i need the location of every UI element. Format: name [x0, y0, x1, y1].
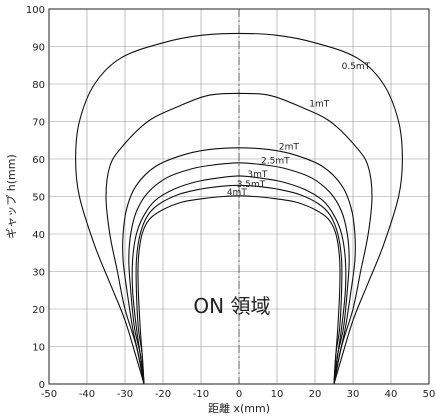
- series-line-3.5mT: [135, 184, 343, 385]
- y-tick-label: 100: [26, 5, 45, 16]
- y-tick-label: 90: [32, 43, 45, 54]
- x-tick-label: -50: [41, 389, 57, 400]
- series-line-0.5mT: [75, 32, 403, 385]
- y-tick-label: 80: [32, 80, 45, 91]
- x-tick-label: 0: [236, 389, 242, 400]
- y-tick-label: 0: [39, 380, 45, 391]
- y-tick-label: 40: [32, 230, 45, 241]
- y-tick-label: 60: [32, 155, 45, 166]
- x-tick-label: -10: [193, 389, 209, 400]
- series-curves: [75, 32, 403, 385]
- series-label-4mT: 4mT: [227, 188, 247, 198]
- x-tick-label: 50: [423, 389, 436, 400]
- y-tick-label: 30: [32, 268, 45, 279]
- y-tick-label: 20: [32, 305, 45, 316]
- x-tick-label: -40: [79, 389, 95, 400]
- on-region-annotation: ON 領域: [193, 294, 270, 318]
- x-tick-label: -30: [117, 389, 133, 400]
- series-line-2mT: [122, 147, 356, 385]
- series-label-2mT: 2mT: [279, 143, 299, 153]
- x-tick-label: 10: [271, 389, 284, 400]
- x-tick-label: -20: [155, 389, 171, 400]
- series-line-1mT: [105, 92, 373, 385]
- series-line-2.5mT: [128, 162, 350, 385]
- x-tick-label: 30: [347, 389, 360, 400]
- y-axis-title: ギャップ h(mm): [5, 154, 18, 238]
- series-line-3mT: [131, 175, 347, 385]
- y-tick-label: 50: [32, 193, 45, 204]
- series-line-4mT: [137, 195, 341, 385]
- series-label-1mT: 1mT: [309, 100, 329, 110]
- x-axis-title: 距離 x(mm): [208, 401, 270, 415]
- series-label-3.5mT: 3.5mT: [237, 180, 266, 190]
- x-tick-label: 20: [309, 389, 322, 400]
- x-tick-label: 40: [385, 389, 398, 400]
- y-tick-label: 70: [32, 118, 45, 129]
- series-label-3mT: 3mT: [247, 170, 267, 180]
- series-label-0.5mT: 0.5mT: [342, 62, 371, 72]
- series-label-2.5mT: 2.5mT: [261, 157, 290, 167]
- plot-frame: [48, 8, 430, 385]
- y-tick-label: 10: [32, 343, 45, 354]
- tick-labels: -50 -40 -30 -20 -10 0 10 20 30 40 50 0 10 20 30 40 50 60 7…: [26, 5, 435, 400]
